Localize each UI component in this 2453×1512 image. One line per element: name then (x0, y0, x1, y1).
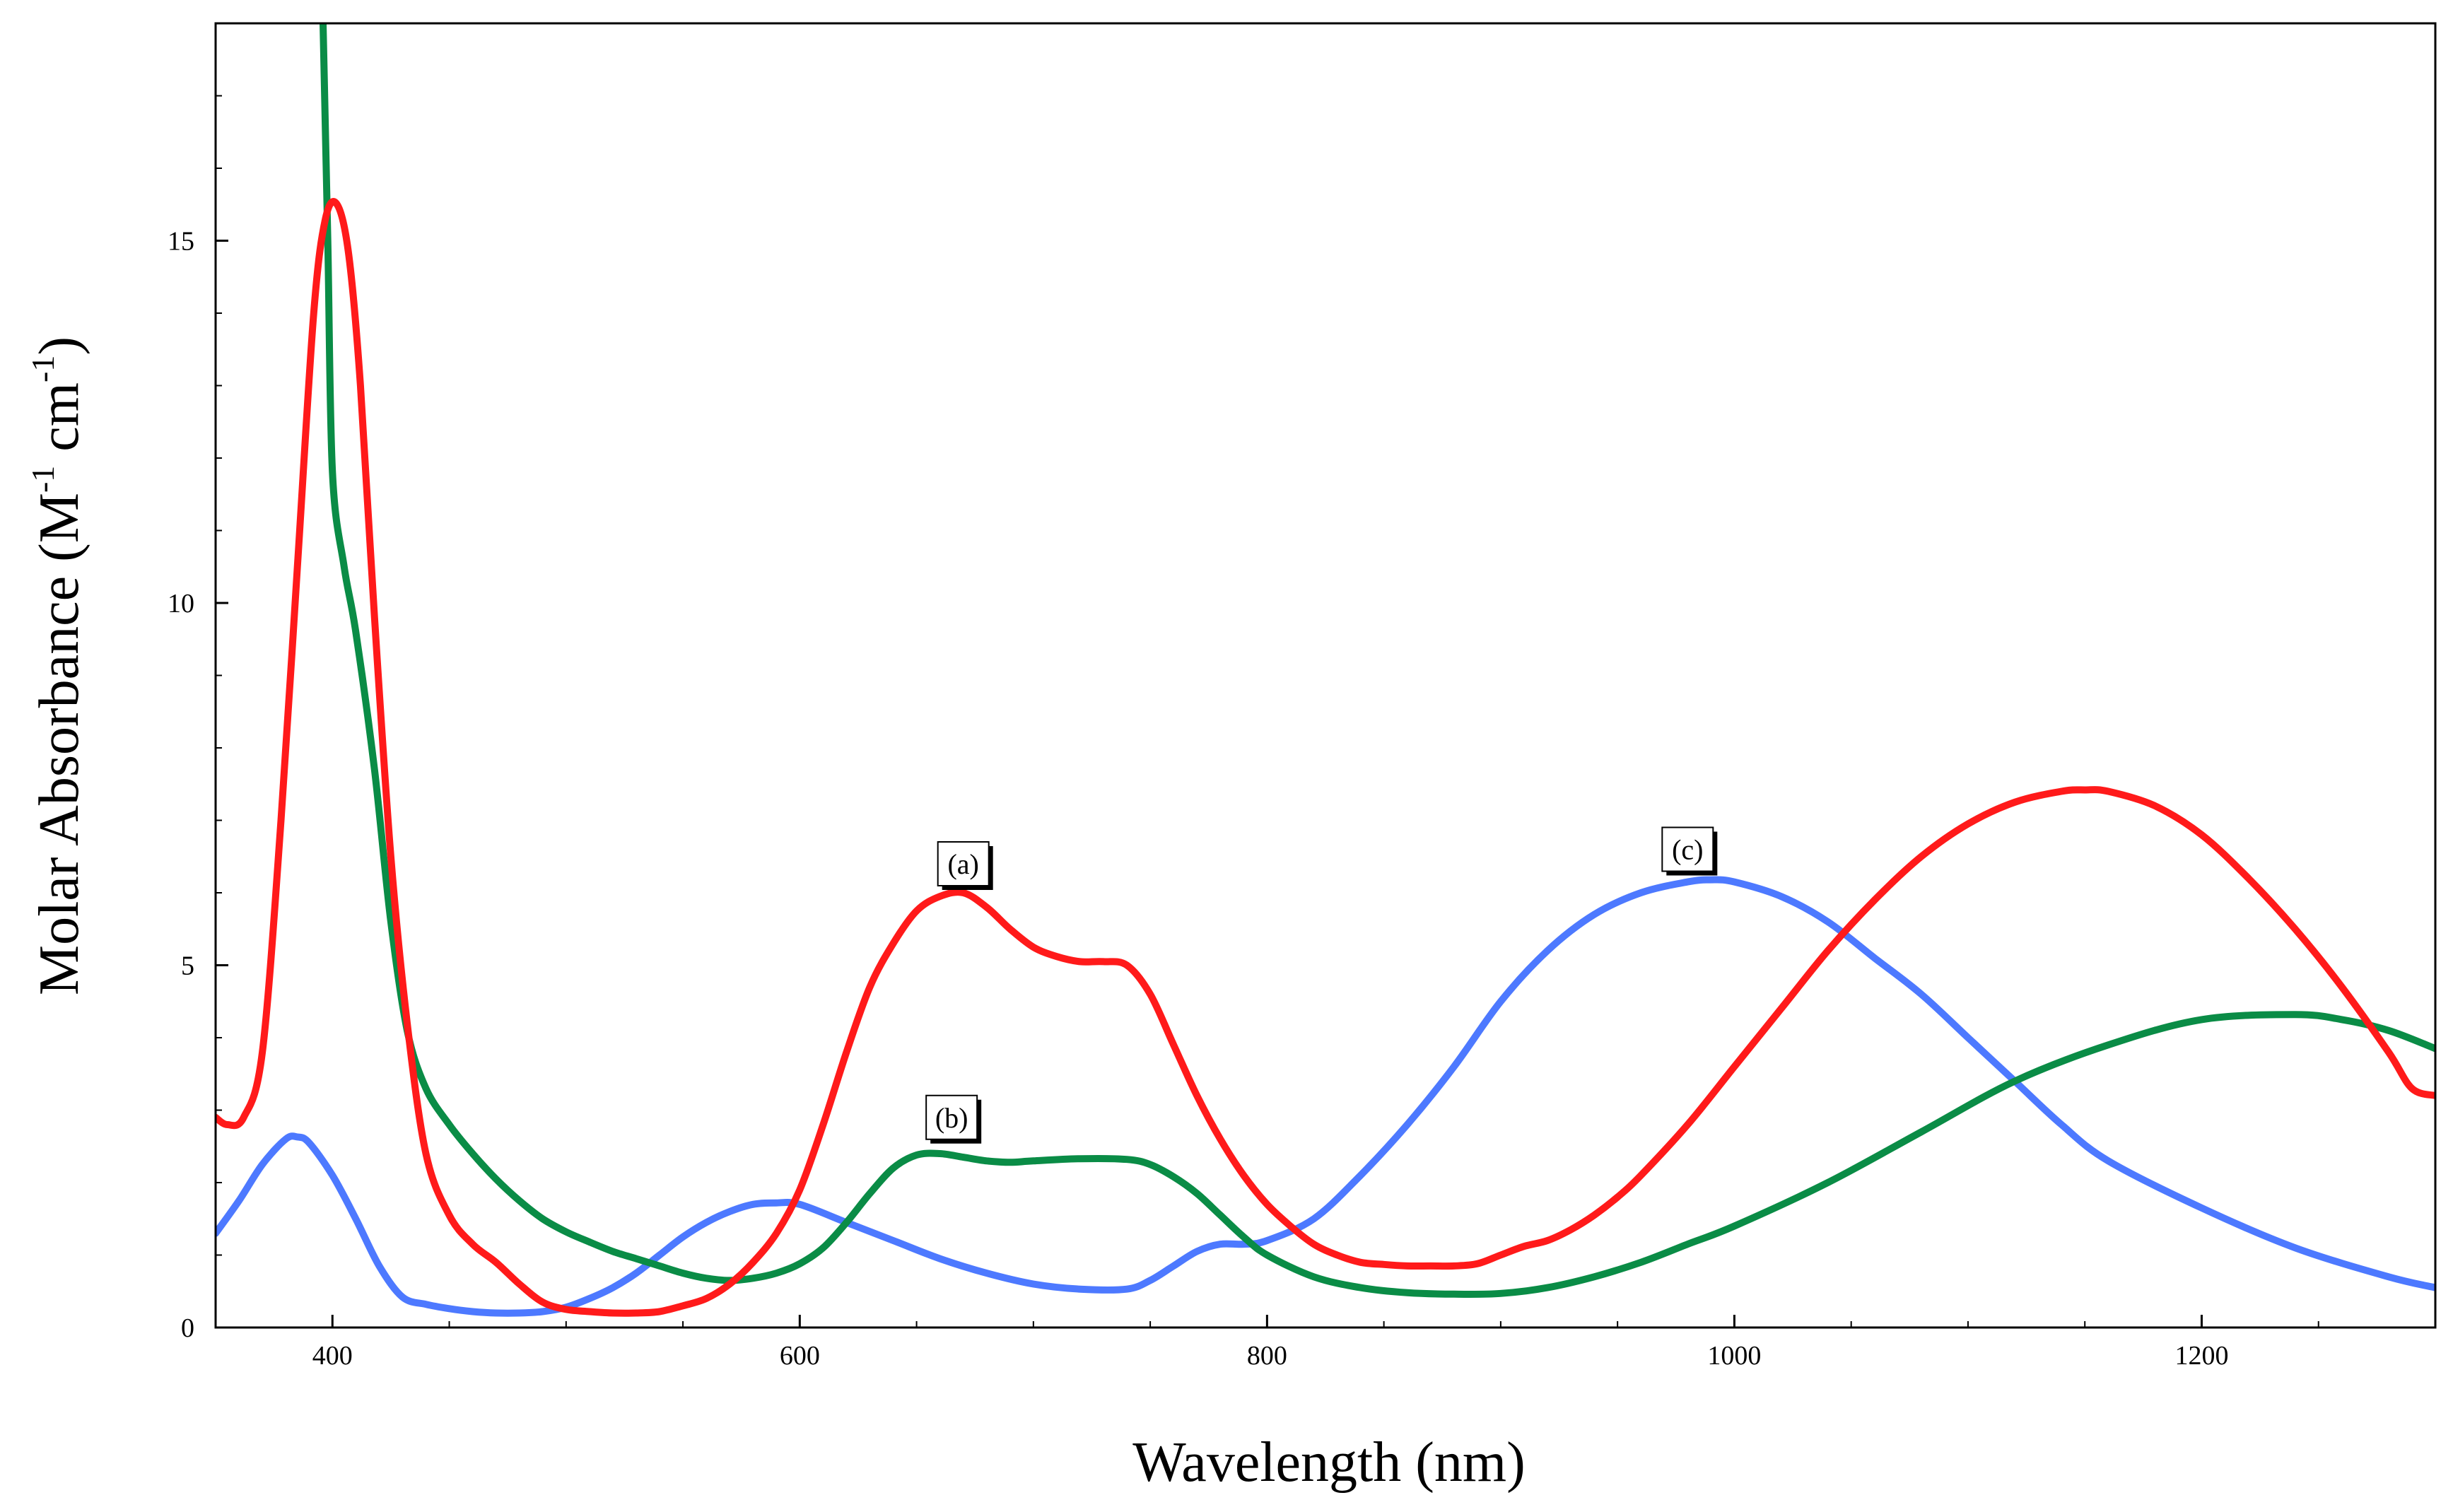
x-tick-label: 1200 (2174, 1341, 2228, 1371)
x-tick-label: 600 (780, 1341, 820, 1371)
x-tick-label: 400 (312, 1341, 353, 1371)
y-tick-label: 15 (168, 227, 194, 257)
series-layer (216, 23, 2435, 1317)
plot-frame (214, 22, 2437, 1329)
annotation-label: (c) (1672, 834, 1703, 866)
y-tick-label: 10 (168, 589, 194, 619)
annotation-box (925, 1094, 978, 1140)
annotation-box (1661, 826, 1714, 872)
x-tick-label: 800 (1247, 1341, 1287, 1371)
annotation-c: (c) (1661, 826, 1718, 876)
y-axis-title-sup2: -1 (25, 356, 61, 382)
annotation-a: (a) (937, 841, 993, 890)
annotation-label: (b) (935, 1102, 968, 1134)
annotation-label: (a) (947, 848, 978, 880)
series-line-c (216, 876, 2435, 1317)
y-axis-title-mid: cm (28, 382, 90, 466)
series-line-a (216, 198, 2435, 1317)
x-tick-label: 1000 (1707, 1341, 1761, 1371)
y-axis: 0 5 10 15 (168, 95, 228, 1343)
y-axis-title-end: ) (28, 336, 90, 356)
annotation-b: (b) (925, 1094, 982, 1144)
series-line-b (320, 23, 2435, 1298)
x-axis: 400 600 800 1000 1200 (312, 1315, 2319, 1371)
y-tick-label: 5 (181, 951, 194, 981)
annotation-box (937, 841, 990, 886)
annotation-layer: (a) (b) (c) (925, 826, 1718, 1144)
x-axis-title: Wavelength (nm) (1132, 1431, 1526, 1494)
y-tick-label: 0 (181, 1313, 194, 1343)
y-axis-title-main: Molar Absorbance (M (28, 493, 90, 995)
y-axis-title: Molar Absorbance (M-1 cm-1) (25, 336, 90, 995)
y-axis-title-sup1: -1 (25, 466, 61, 493)
